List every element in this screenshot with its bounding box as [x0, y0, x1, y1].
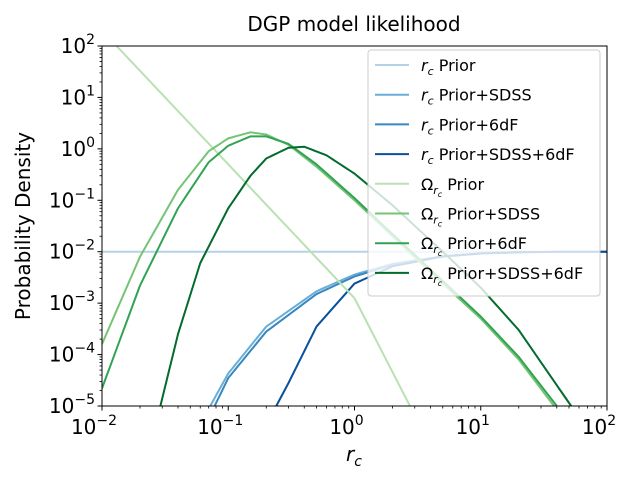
y-tick-label: 10−3 [49, 289, 95, 315]
legend-label-3: rc Prior+6dF [421, 115, 518, 137]
x-tick-label: 102 [582, 413, 616, 439]
legend-label-1: rc Prior [421, 56, 476, 78]
x-tick-label: 10−2 [71, 413, 117, 439]
series-line-7 [102, 135, 558, 406]
legend-label-7: Ωrc Prior+6dF [421, 234, 527, 258]
y-axis-label: Probability Density [11, 132, 35, 320]
legend-label-8: Ωrc Prior+SDSS+6dF [421, 264, 583, 288]
legend-label-4: rc Prior+SDSS+6dF [421, 145, 575, 167]
ticks-layer: 10−2 10−1 100 101 102 10−5 10−4 10−3 10−2 10−1 100… [49, 32, 616, 439]
legend-label-2: rc Prior+SDSS [421, 86, 532, 108]
x-tick-label: 100 [329, 413, 363, 439]
legend-entries: rc Prior rc Prior+SDSS rc Prior+6dF rc Prio… [375, 56, 583, 288]
y-tick-label: 10−1 [49, 186, 95, 212]
y-tick-label: 101 [61, 83, 95, 109]
x-axis-label: rc [346, 442, 362, 470]
legend: rc Prior rc Prior+SDSS rc Prior+6dF rc Prio… [367, 49, 601, 297]
legend-box [367, 49, 601, 297]
y-tick-label: 10−4 [49, 341, 95, 367]
y-tick-label: 10−2 [49, 238, 95, 264]
legend-label-6: Ωrc Prior+SDSS [421, 205, 540, 229]
x-tick-label: 101 [456, 413, 490, 439]
y-tick-label: 100 [61, 135, 95, 161]
series-line-5 [115, 46, 411, 406]
chart-title: DGP model likelihood [247, 12, 460, 36]
y-tick-label: 102 [61, 32, 95, 58]
legend-label-5: Ωrc Prior [421, 175, 484, 199]
x-tick-label: 10−1 [197, 413, 243, 439]
y-tick-label: 10−5 [49, 392, 95, 418]
